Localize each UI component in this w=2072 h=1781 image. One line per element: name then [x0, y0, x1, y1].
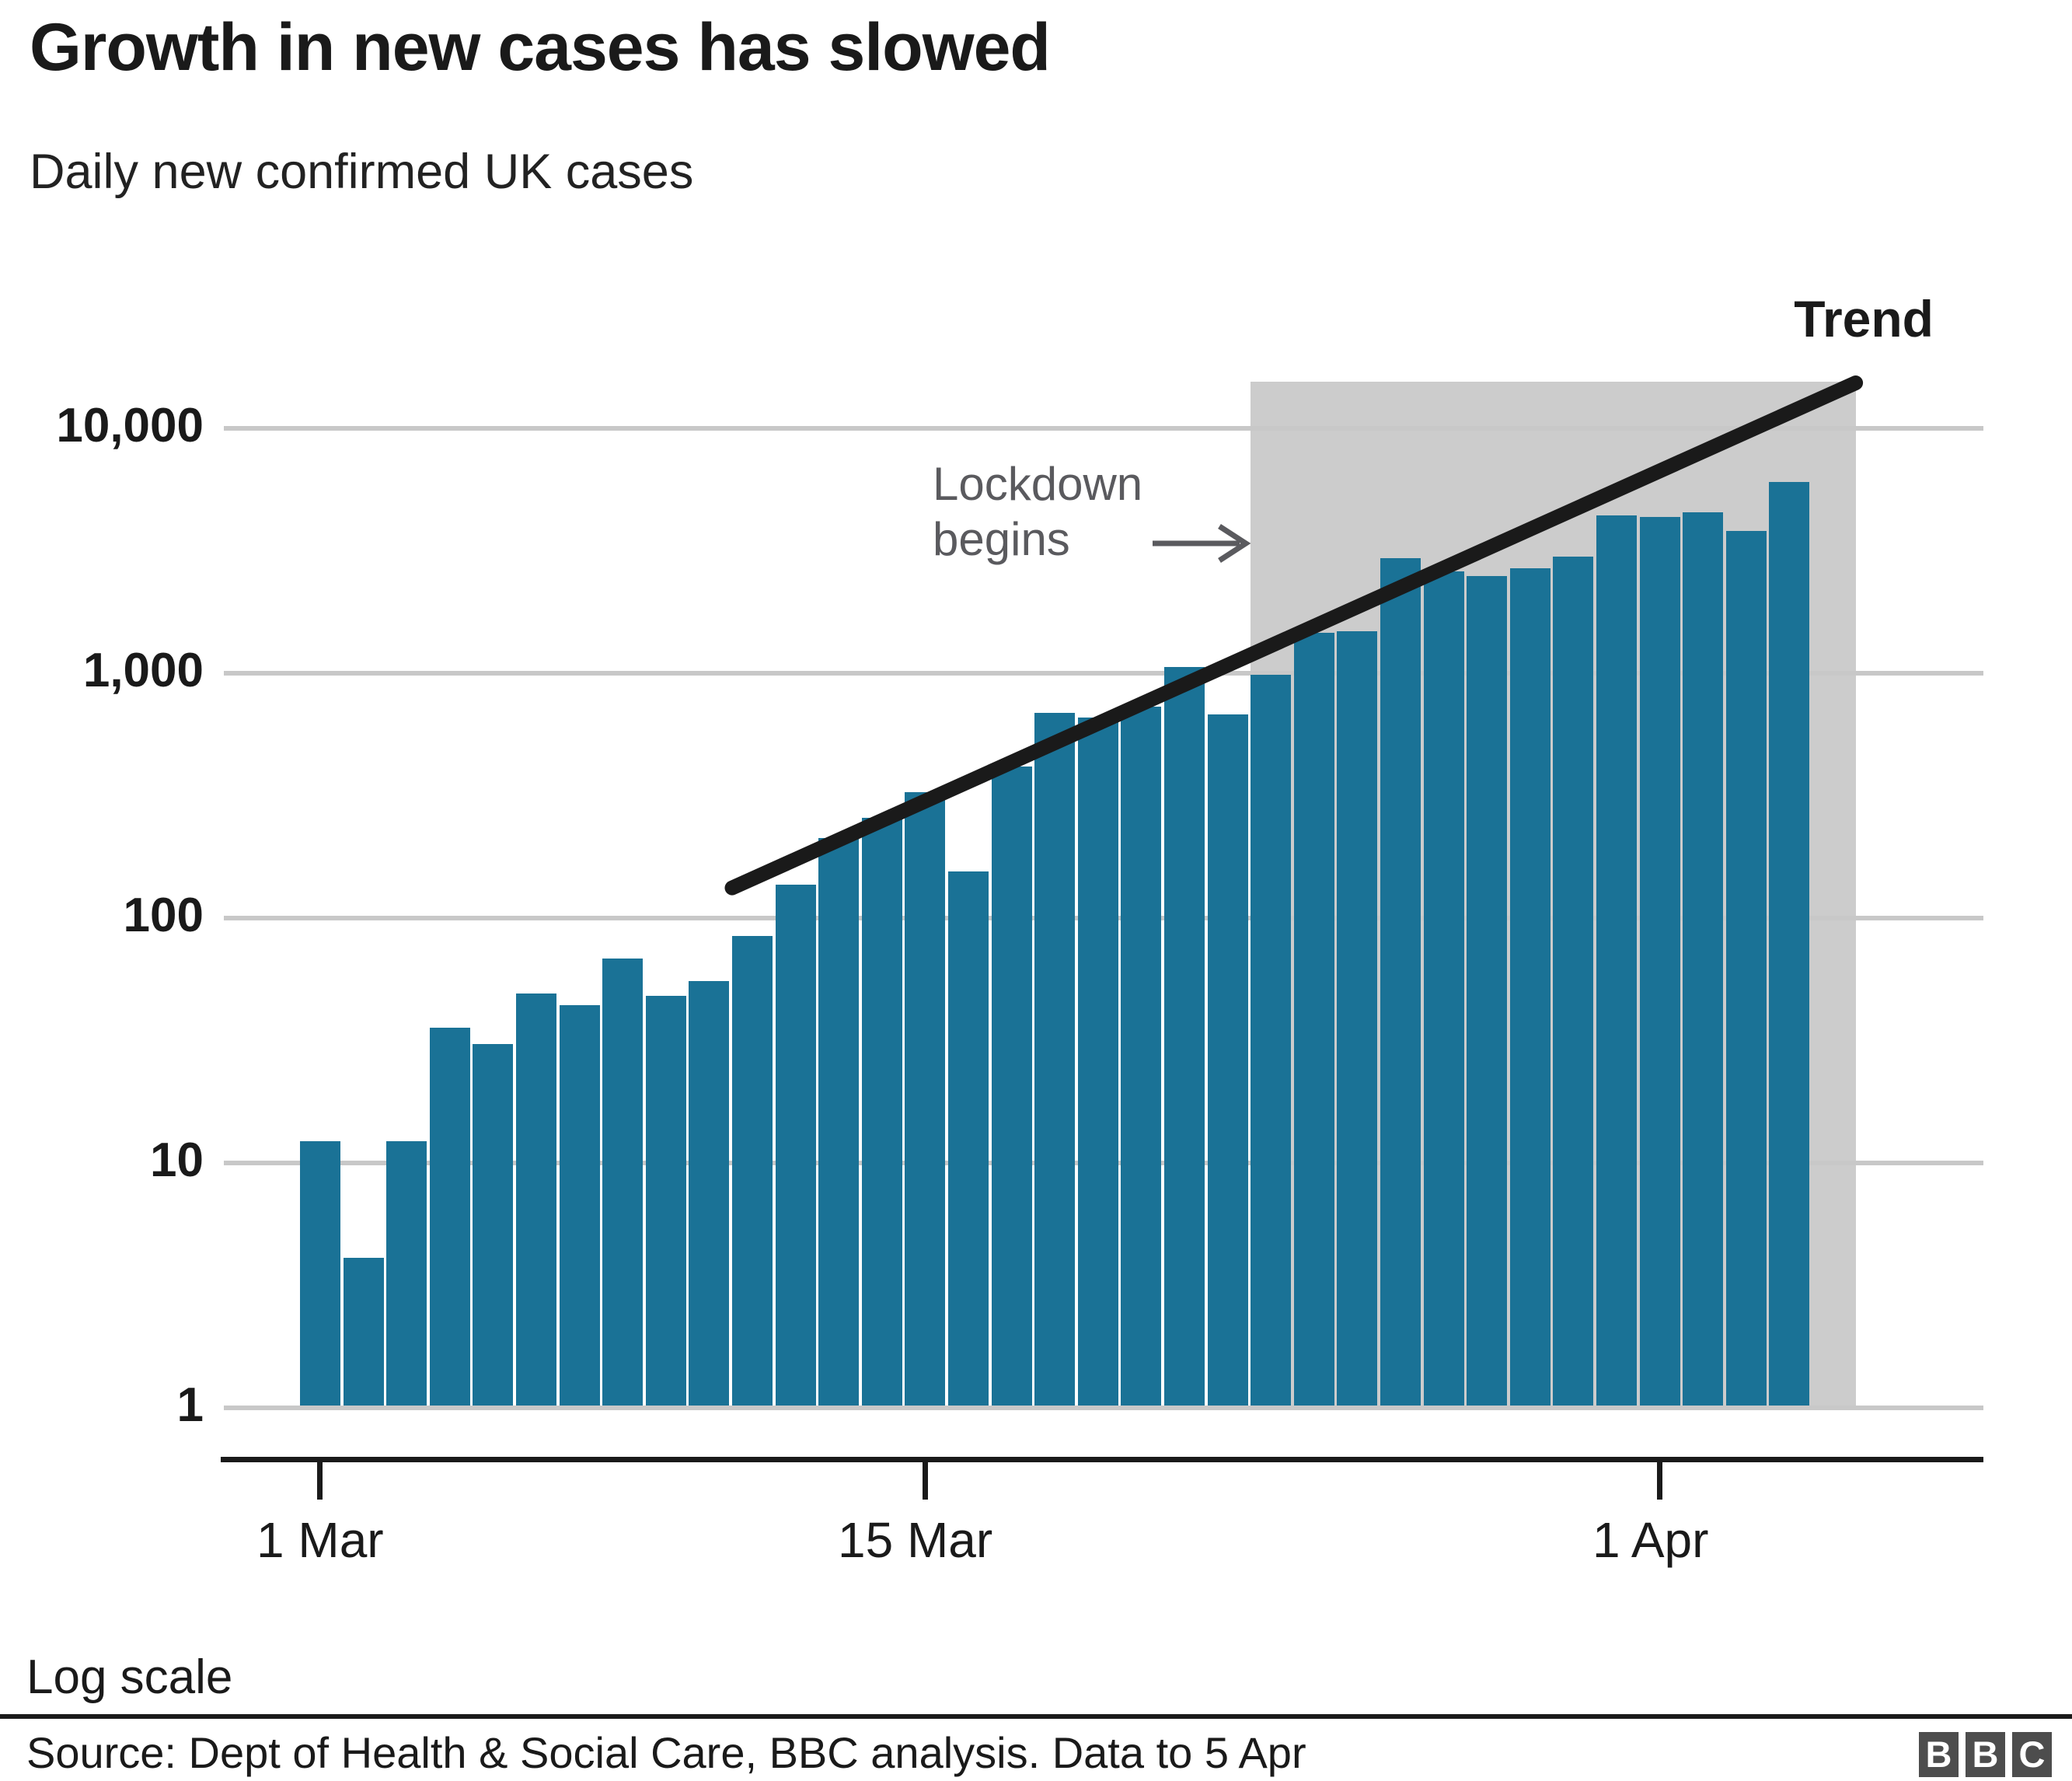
x-axis-label-1-apr: 1 Apr: [1592, 1512, 1709, 1568]
y-axis-label-10000: 10,000: [56, 399, 204, 452]
bbc-logo-c: C: [2012, 1732, 2052, 1777]
lockdown-annotation-line1: Lockdown: [933, 458, 1143, 510]
bar-20-mar[interactable]: [1121, 707, 1162, 1406]
bar-27-mar[interactable]: [1423, 571, 1464, 1406]
bar-10-mar[interactable]: [689, 981, 730, 1406]
bar-2-apr[interactable]: [1683, 512, 1724, 1406]
bar-12-mar[interactable]: [775, 884, 816, 1406]
bar-30-mar[interactable]: [1553, 556, 1594, 1406]
bbc-logo: B B C: [1919, 1732, 2052, 1777]
bar-28-mar[interactable]: [1467, 576, 1508, 1406]
bar-7-mar[interactable]: [559, 1005, 600, 1406]
bar-13-mar[interactable]: [818, 837, 860, 1406]
bar-3-apr[interactable]: [1725, 530, 1767, 1406]
bar-9-mar[interactable]: [645, 996, 686, 1406]
source-note: Source: Dept of Health & Social Care, BB…: [26, 1728, 1306, 1777]
bar-8-mar[interactable]: [602, 958, 644, 1406]
trend-label: Trend: [1794, 290, 1934, 347]
lockdown-annotation: Lockdown begins: [933, 457, 1142, 567]
bar-22-mar[interactable]: [1207, 714, 1248, 1406]
bar-11-mar[interactable]: [732, 935, 773, 1406]
arrow-right-icon: [1153, 524, 1251, 563]
bar-14-mar[interactable]: [861, 818, 902, 1406]
bbc-logo-b2: B: [1966, 1732, 2005, 1777]
chart-title: Growth in new cases has slowed: [30, 10, 1051, 85]
lockdown-annotation-line2: begins: [933, 512, 1070, 565]
bar-18-mar[interactable]: [1034, 712, 1076, 1406]
bar-31-mar[interactable]: [1596, 515, 1637, 1406]
bar-26-mar[interactable]: [1380, 558, 1421, 1406]
bar-21-mar[interactable]: [1164, 667, 1205, 1406]
bar-1-apr[interactable]: [1639, 517, 1680, 1406]
chart-subtitle: Daily new confirmed UK cases: [30, 145, 694, 199]
gridline-1: [224, 1406, 1983, 1410]
bar-4-apr[interactable]: [1769, 482, 1810, 1406]
y-axis-label-100: 100: [123, 889, 204, 942]
bar-17-mar[interactable]: [991, 766, 1032, 1406]
x-axis-line: [221, 1457, 1983, 1462]
bar-24-mar[interactable]: [1293, 633, 1334, 1406]
bar-2-mar[interactable]: [343, 1258, 384, 1406]
bbc-logo-b1: B: [1919, 1732, 1959, 1777]
y-axis-label-10: 10: [150, 1133, 204, 1187]
y-axis-label-1000: 1,000: [82, 644, 204, 697]
x-axis-label-15-mar: 15 Mar: [838, 1512, 993, 1568]
bar-23-mar[interactable]: [1251, 674, 1292, 1406]
bar-16-mar[interactable]: [948, 871, 989, 1406]
y-axis-label-1: 1: [176, 1378, 204, 1432]
bar-15-mar[interactable]: [905, 792, 946, 1406]
x-axis-label-1-mar: 1 Mar: [256, 1512, 384, 1568]
x-axis-tick-15-mar: [923, 1462, 928, 1500]
bar-25-mar[interactable]: [1337, 630, 1378, 1406]
bar-3-mar[interactable]: [386, 1141, 427, 1406]
plot-area: 10,000 1,000 100 10 1 Trend Lockdown beg…: [56, 290, 1983, 1568]
bar-4-mar[interactable]: [429, 1027, 470, 1406]
bar-6-mar[interactable]: [516, 994, 556, 1406]
bar-29-mar[interactable]: [1509, 568, 1551, 1406]
log-scale-note: Log scale: [26, 1650, 233, 1704]
x-axis-tick-1-apr: [1657, 1462, 1662, 1500]
bar-19-mar[interactable]: [1077, 718, 1118, 1406]
x-axis-tick-1-mar: [317, 1462, 323, 1500]
bar-5-mar[interactable]: [473, 1043, 514, 1406]
footer-divider: [0, 1714, 2072, 1719]
bar-series: [300, 482, 1810, 1406]
bar-1-mar[interactable]: [300, 1141, 340, 1406]
